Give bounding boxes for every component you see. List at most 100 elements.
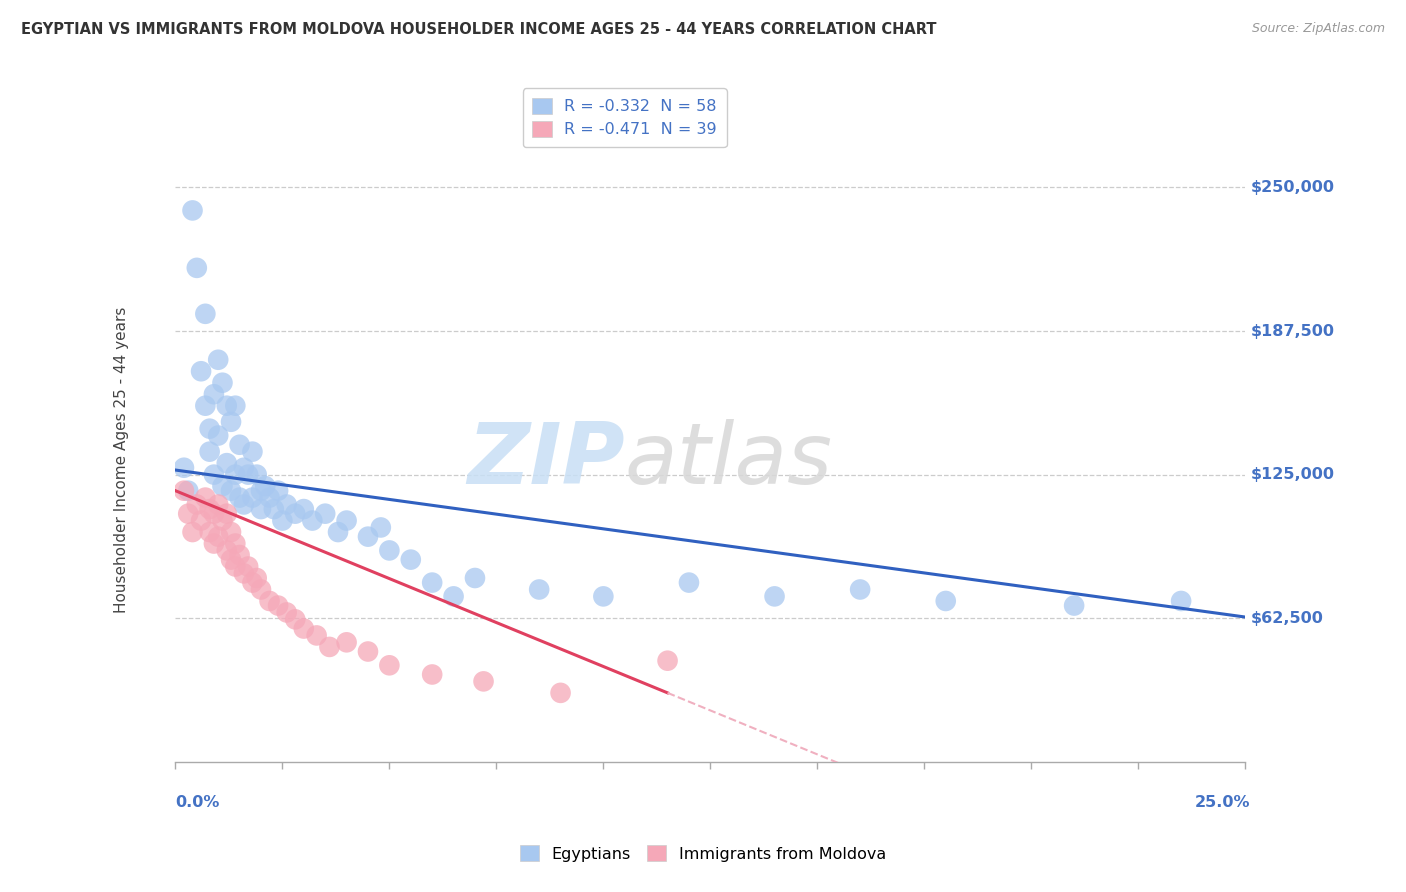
Point bbox=[527, 582, 550, 597]
Point bbox=[678, 575, 700, 590]
Text: $125,000: $125,000 bbox=[1251, 467, 1334, 482]
Point bbox=[242, 491, 264, 505]
Point bbox=[198, 524, 221, 539]
Point bbox=[292, 622, 315, 636]
Point bbox=[173, 483, 195, 498]
Point bbox=[181, 203, 204, 218]
Point bbox=[1170, 594, 1192, 608]
Point bbox=[181, 524, 204, 539]
Point bbox=[464, 571, 486, 585]
Point bbox=[246, 571, 269, 585]
Point bbox=[399, 552, 422, 566]
Point bbox=[194, 491, 217, 505]
Text: $187,500: $187,500 bbox=[1251, 324, 1334, 339]
Point bbox=[336, 514, 359, 528]
Point bbox=[935, 594, 957, 608]
Point bbox=[202, 467, 225, 482]
Text: $62,500: $62,500 bbox=[1251, 611, 1323, 625]
Point bbox=[284, 507, 307, 521]
Point bbox=[284, 612, 307, 626]
Point bbox=[357, 644, 380, 658]
Point bbox=[246, 467, 269, 482]
Point bbox=[443, 590, 465, 604]
Point bbox=[228, 548, 250, 562]
Point bbox=[242, 444, 264, 458]
Point bbox=[326, 524, 349, 539]
Point bbox=[194, 307, 217, 321]
Text: EGYPTIAN VS IMMIGRANTS FROM MOLDOVA HOUSEHOLDER INCOME AGES 25 - 44 YEARS CORREL: EGYPTIAN VS IMMIGRANTS FROM MOLDOVA HOUS… bbox=[21, 22, 936, 37]
Point bbox=[254, 479, 277, 493]
Point bbox=[198, 444, 221, 458]
Point bbox=[211, 376, 233, 390]
Point bbox=[215, 456, 238, 470]
Point bbox=[472, 674, 495, 689]
Point bbox=[267, 599, 290, 613]
Point bbox=[224, 559, 246, 574]
Point bbox=[370, 520, 392, 534]
Point bbox=[250, 582, 273, 597]
Text: $250,000: $250,000 bbox=[1251, 180, 1334, 195]
Point bbox=[194, 399, 217, 413]
Point bbox=[763, 590, 786, 604]
Point bbox=[276, 498, 298, 512]
Point bbox=[219, 483, 242, 498]
Point bbox=[250, 483, 273, 498]
Point bbox=[250, 502, 273, 516]
Point bbox=[301, 514, 323, 528]
Point bbox=[211, 479, 233, 493]
Point bbox=[259, 491, 281, 505]
Point bbox=[219, 524, 242, 539]
Point bbox=[232, 498, 254, 512]
Text: 25.0%: 25.0% bbox=[1195, 795, 1251, 810]
Point bbox=[276, 606, 298, 620]
Point bbox=[305, 628, 328, 642]
Point bbox=[378, 543, 401, 558]
Point bbox=[263, 502, 285, 516]
Point bbox=[202, 536, 225, 550]
Point bbox=[202, 507, 225, 521]
Legend: R = -0.332  N = 58, R = -0.471  N = 39: R = -0.332 N = 58, R = -0.471 N = 39 bbox=[523, 88, 727, 147]
Point bbox=[1063, 599, 1085, 613]
Point bbox=[177, 507, 200, 521]
Point bbox=[224, 536, 246, 550]
Point bbox=[849, 582, 872, 597]
Point bbox=[271, 514, 294, 528]
Point bbox=[228, 491, 250, 505]
Text: 0.0%: 0.0% bbox=[176, 795, 219, 810]
Point bbox=[357, 530, 380, 544]
Point bbox=[267, 483, 290, 498]
Point bbox=[259, 594, 281, 608]
Point bbox=[186, 260, 208, 275]
Point bbox=[202, 387, 225, 401]
Point bbox=[224, 467, 246, 482]
Point bbox=[219, 552, 242, 566]
Point bbox=[420, 575, 443, 590]
Point bbox=[224, 399, 246, 413]
Point bbox=[211, 514, 233, 528]
Point bbox=[190, 364, 212, 378]
Point bbox=[657, 654, 679, 668]
Point bbox=[219, 415, 242, 429]
Legend: Egyptians, Immigrants from Moldova: Egyptians, Immigrants from Moldova bbox=[513, 838, 893, 868]
Point bbox=[232, 566, 254, 581]
Text: ZIP: ZIP bbox=[467, 418, 624, 502]
Text: Source: ZipAtlas.com: Source: ZipAtlas.com bbox=[1251, 22, 1385, 36]
Point bbox=[314, 507, 336, 521]
Point bbox=[242, 575, 264, 590]
Point bbox=[215, 543, 238, 558]
Point bbox=[292, 502, 315, 516]
Point bbox=[186, 498, 208, 512]
Point bbox=[236, 559, 259, 574]
Point bbox=[173, 460, 195, 475]
Point bbox=[236, 467, 259, 482]
Point bbox=[592, 590, 614, 604]
Point bbox=[207, 498, 229, 512]
Point bbox=[336, 635, 359, 649]
Point bbox=[420, 667, 443, 681]
Point bbox=[207, 530, 229, 544]
Point bbox=[207, 352, 229, 367]
Point bbox=[198, 502, 221, 516]
Point bbox=[228, 438, 250, 452]
Point bbox=[198, 422, 221, 436]
Text: atlas: atlas bbox=[624, 418, 832, 502]
